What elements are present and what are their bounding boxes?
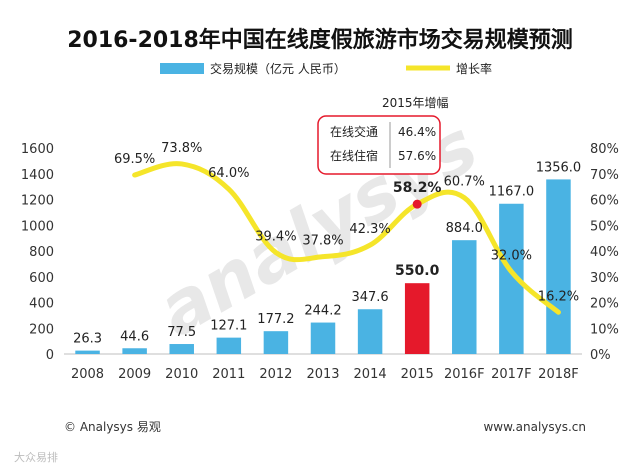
x-tick-label: 2008 bbox=[71, 367, 104, 382]
y-left-tick-label: 400 bbox=[29, 297, 54, 312]
y-right-tick-label: 80% bbox=[590, 142, 619, 157]
bar-value-label: 347.6 bbox=[351, 290, 388, 305]
growth-value-label: 58.2% bbox=[393, 180, 442, 196]
footer-website: www.analysys.cn bbox=[483, 420, 586, 434]
growth-value-label: 16.2% bbox=[538, 289, 579, 304]
x-tick-label: 2017F bbox=[491, 367, 532, 382]
y-right-tick-label: 50% bbox=[590, 219, 619, 234]
legend-bar-label: 交易规模（亿元 人民币） bbox=[210, 61, 346, 76]
growth-value-label: 73.8% bbox=[161, 141, 202, 156]
growth-value-label: 42.3% bbox=[349, 222, 390, 237]
bar-2015 bbox=[404, 283, 430, 354]
x-tick-label: 2010 bbox=[165, 367, 198, 382]
legend-bar-swatch bbox=[160, 63, 204, 74]
y-right-tick-label: 20% bbox=[590, 297, 619, 312]
y-right-tick-label: 60% bbox=[590, 194, 619, 209]
bar-series bbox=[75, 179, 571, 354]
annotation-row-2-value: 57.6% bbox=[398, 149, 436, 163]
bar-2011 bbox=[216, 337, 242, 354]
annotation-row-1-value: 46.4% bbox=[398, 125, 436, 139]
bar-value-label: 1356.0 bbox=[536, 160, 582, 175]
y-left-tick-label: 800 bbox=[29, 245, 54, 260]
y-left-tick-label: 0 bbox=[46, 348, 54, 363]
bar-2012 bbox=[263, 331, 289, 354]
legend-line-label: 增长率 bbox=[456, 61, 492, 76]
x-tick-label: 2013 bbox=[306, 367, 339, 382]
growth-value-label: 37.8% bbox=[302, 234, 343, 249]
bar-value-label: 26.3 bbox=[73, 332, 102, 347]
x-tick-label: 2009 bbox=[118, 367, 151, 382]
bar-2010 bbox=[169, 344, 194, 354]
bar-value-label: 550.0 bbox=[395, 263, 440, 279]
bar-2008 bbox=[75, 350, 100, 354]
growth-line-series bbox=[132, 161, 561, 315]
bar-2016F bbox=[452, 240, 477, 354]
y-left-tick-label: 600 bbox=[29, 271, 54, 286]
y-right-tick-label: 30% bbox=[590, 271, 619, 286]
bar-value-label: 44.6 bbox=[120, 329, 149, 344]
bar-2018F bbox=[546, 179, 571, 354]
annotation-2015: 2015年增幅 在线交通 46.4% 在线住宿 57.6% bbox=[317, 95, 449, 175]
y-right-tick-label: 40% bbox=[590, 245, 619, 260]
bar-value-label: 77.5 bbox=[167, 325, 196, 340]
bar-value-label: 127.1 bbox=[210, 319, 247, 334]
legend: 交易规模（亿元 人民币） 增长率 bbox=[160, 61, 492, 76]
bar-value-label: 244.2 bbox=[304, 304, 341, 319]
y-left-tick-label: 1600 bbox=[21, 142, 54, 157]
bar-2009 bbox=[122, 348, 147, 354]
x-tick-label: 2014 bbox=[354, 367, 387, 382]
y-right-tick-label: 70% bbox=[590, 168, 619, 183]
bar-value-label: 884.0 bbox=[446, 221, 483, 236]
annotation-row-1-label: 在线交通 bbox=[330, 124, 378, 139]
annotation-caption: 2015年增幅 bbox=[382, 95, 449, 110]
growth-value-label: 64.0% bbox=[208, 166, 249, 181]
bar-value-label: 177.2 bbox=[257, 312, 294, 327]
growth-value-label: 39.4% bbox=[255, 230, 296, 245]
x-tick-label: 2015 bbox=[401, 367, 434, 382]
y-left-tick-label: 200 bbox=[29, 322, 54, 337]
annotation-box bbox=[317, 115, 441, 175]
growth-rate-line bbox=[132, 161, 561, 315]
y-left-tick-label: 1000 bbox=[21, 219, 54, 234]
growth-marker-2015 bbox=[412, 199, 422, 209]
chart-title: 2016-2018年中国在线度假旅游市场交易规模预测 bbox=[67, 27, 573, 53]
growth-value-label: 32.0% bbox=[491, 249, 532, 264]
corner-watermark: 大众易排 bbox=[14, 450, 58, 464]
bar-2014 bbox=[357, 309, 383, 354]
x-tick-label: 2011 bbox=[212, 367, 245, 382]
growth-value-label: 69.5% bbox=[114, 152, 155, 167]
footer-copyright: © Analysys 易观 bbox=[64, 420, 161, 434]
y-left-tick-label: 1400 bbox=[21, 168, 54, 183]
bar-value-label: 1167.0 bbox=[489, 185, 535, 200]
growth-value-label: 60.7% bbox=[444, 175, 485, 190]
bar-2013 bbox=[310, 322, 336, 354]
y-right-tick-label: 10% bbox=[590, 322, 619, 337]
x-tick-label: 2012 bbox=[259, 367, 292, 382]
x-tick-label: 2016F bbox=[444, 367, 485, 382]
annotation-row-2-label: 在线住宿 bbox=[330, 148, 378, 163]
y-right-tick-label: 0% bbox=[590, 348, 611, 363]
y-left-tick-label: 1200 bbox=[21, 194, 54, 209]
axes: 0 200 400 600 800 1000 1200 1400 1600 0% 10% 20% 30%… bbox=[21, 142, 619, 382]
x-tick-label: 2018F bbox=[538, 367, 579, 382]
data-labels: 26.3 44.6 77.5 127.1 177.2 244.2 347.6 550.0 884… bbox=[73, 141, 581, 347]
